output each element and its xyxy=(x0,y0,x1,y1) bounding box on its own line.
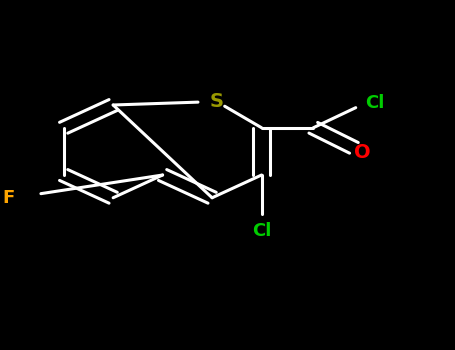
Text: Cl: Cl xyxy=(252,222,271,240)
Text: O: O xyxy=(354,143,371,162)
Text: S: S xyxy=(210,92,223,111)
Text: F: F xyxy=(2,189,14,207)
Text: Cl: Cl xyxy=(365,94,384,112)
